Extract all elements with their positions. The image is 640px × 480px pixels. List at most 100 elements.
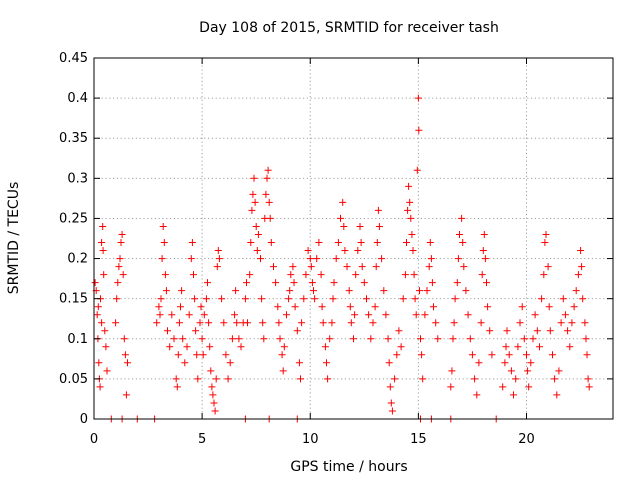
y-tick-label: 0 bbox=[80, 412, 88, 427]
data-point bbox=[350, 335, 357, 343]
data-point bbox=[449, 335, 457, 343]
data-point bbox=[345, 287, 353, 295]
axis-ticks bbox=[93, 57, 613, 420]
data-point bbox=[115, 263, 123, 271]
data-point bbox=[479, 247, 487, 254]
data-point bbox=[162, 287, 170, 295]
data-point bbox=[358, 263, 366, 271]
data-point bbox=[460, 263, 468, 271]
data-point bbox=[514, 343, 522, 351]
data-point bbox=[538, 295, 546, 303]
data-point bbox=[280, 343, 288, 351]
data-point bbox=[404, 206, 412, 214]
data-point bbox=[275, 319, 283, 327]
data-point bbox=[533, 327, 541, 335]
data-point bbox=[475, 359, 483, 367]
data-point bbox=[427, 255, 435, 263]
data-point bbox=[332, 255, 340, 263]
x-tick-label: 0 bbox=[90, 432, 98, 447]
data-point bbox=[546, 327, 554, 335]
data-point bbox=[100, 271, 108, 279]
data-point bbox=[484, 303, 492, 311]
x-tick-label: 5 bbox=[198, 432, 206, 447]
data-point bbox=[405, 182, 413, 190]
data-point bbox=[211, 407, 219, 415]
data-point bbox=[206, 343, 214, 351]
data-point bbox=[233, 319, 241, 327]
data-point bbox=[232, 287, 240, 295]
data-point bbox=[354, 247, 362, 254]
data-point bbox=[326, 335, 334, 343]
data-point bbox=[450, 319, 458, 327]
data-point bbox=[559, 295, 567, 303]
data-point bbox=[536, 343, 543, 351]
data-point bbox=[222, 351, 230, 359]
data-point bbox=[386, 383, 394, 391]
data-point bbox=[582, 335, 590, 343]
data-point bbox=[287, 271, 295, 279]
data-point bbox=[478, 271, 486, 279]
data-point bbox=[158, 255, 166, 263]
data-point bbox=[122, 391, 130, 399]
data-point bbox=[198, 335, 206, 343]
data-point bbox=[220, 319, 228, 327]
data-point bbox=[524, 367, 532, 375]
data-point bbox=[481, 255, 489, 263]
y-tick-label: 0.15 bbox=[59, 292, 88, 307]
data-point bbox=[523, 351, 530, 359]
data-point bbox=[585, 383, 593, 391]
data-point bbox=[531, 311, 539, 319]
data-point bbox=[413, 166, 421, 174]
y-tick-label: 0.45 bbox=[59, 51, 88, 66]
data-point bbox=[252, 223, 260, 230]
data-point bbox=[190, 271, 197, 279]
data-point bbox=[448, 367, 456, 375]
data-point bbox=[512, 375, 520, 383]
x-axis-label: GPS time / hours bbox=[290, 459, 407, 475]
data-point bbox=[249, 190, 257, 198]
data-point bbox=[248, 206, 256, 214]
data-point bbox=[570, 303, 578, 311]
data-point bbox=[483, 279, 490, 287]
data-point bbox=[99, 247, 107, 254]
data-point bbox=[191, 295, 199, 303]
data-point bbox=[356, 223, 364, 230]
data-point bbox=[502, 343, 510, 351]
data-point bbox=[153, 319, 161, 327]
data-point bbox=[369, 319, 377, 327]
tick-labels: 0 0.05 0.1 0.15 0.2 0.25 0.3 0.35 0.4 0.45 0 5 10 15 2… bbox=[59, 51, 535, 447]
data-point bbox=[278, 351, 286, 359]
data-point bbox=[285, 295, 293, 303]
data-point bbox=[175, 319, 183, 327]
data-point bbox=[380, 287, 388, 295]
data-point bbox=[473, 391, 481, 399]
data-point bbox=[179, 335, 187, 343]
data-point bbox=[426, 239, 434, 246]
data-point bbox=[311, 295, 319, 303]
data-point bbox=[113, 295, 121, 303]
data-point bbox=[213, 263, 221, 271]
data-point bbox=[323, 359, 330, 367]
data-point bbox=[295, 359, 303, 367]
data-point bbox=[319, 319, 327, 327]
data-point bbox=[204, 279, 211, 287]
data-point bbox=[93, 311, 101, 319]
data-point bbox=[199, 351, 207, 359]
x-tick-label: 15 bbox=[410, 432, 427, 447]
data-point bbox=[406, 198, 414, 206]
data-point bbox=[527, 359, 535, 367]
data-point bbox=[196, 319, 204, 327]
data-point bbox=[226, 359, 234, 367]
data-point bbox=[574, 271, 582, 279]
data-point bbox=[117, 239, 125, 246]
data-point bbox=[545, 303, 553, 311]
data-point bbox=[363, 295, 370, 303]
data-point bbox=[343, 263, 351, 271]
data-point bbox=[578, 263, 586, 271]
data-point bbox=[253, 247, 261, 254]
data-point bbox=[315, 239, 323, 246]
data-point bbox=[300, 295, 308, 303]
data-point bbox=[98, 319, 106, 327]
data-point bbox=[161, 271, 169, 279]
data-point bbox=[207, 367, 215, 375]
